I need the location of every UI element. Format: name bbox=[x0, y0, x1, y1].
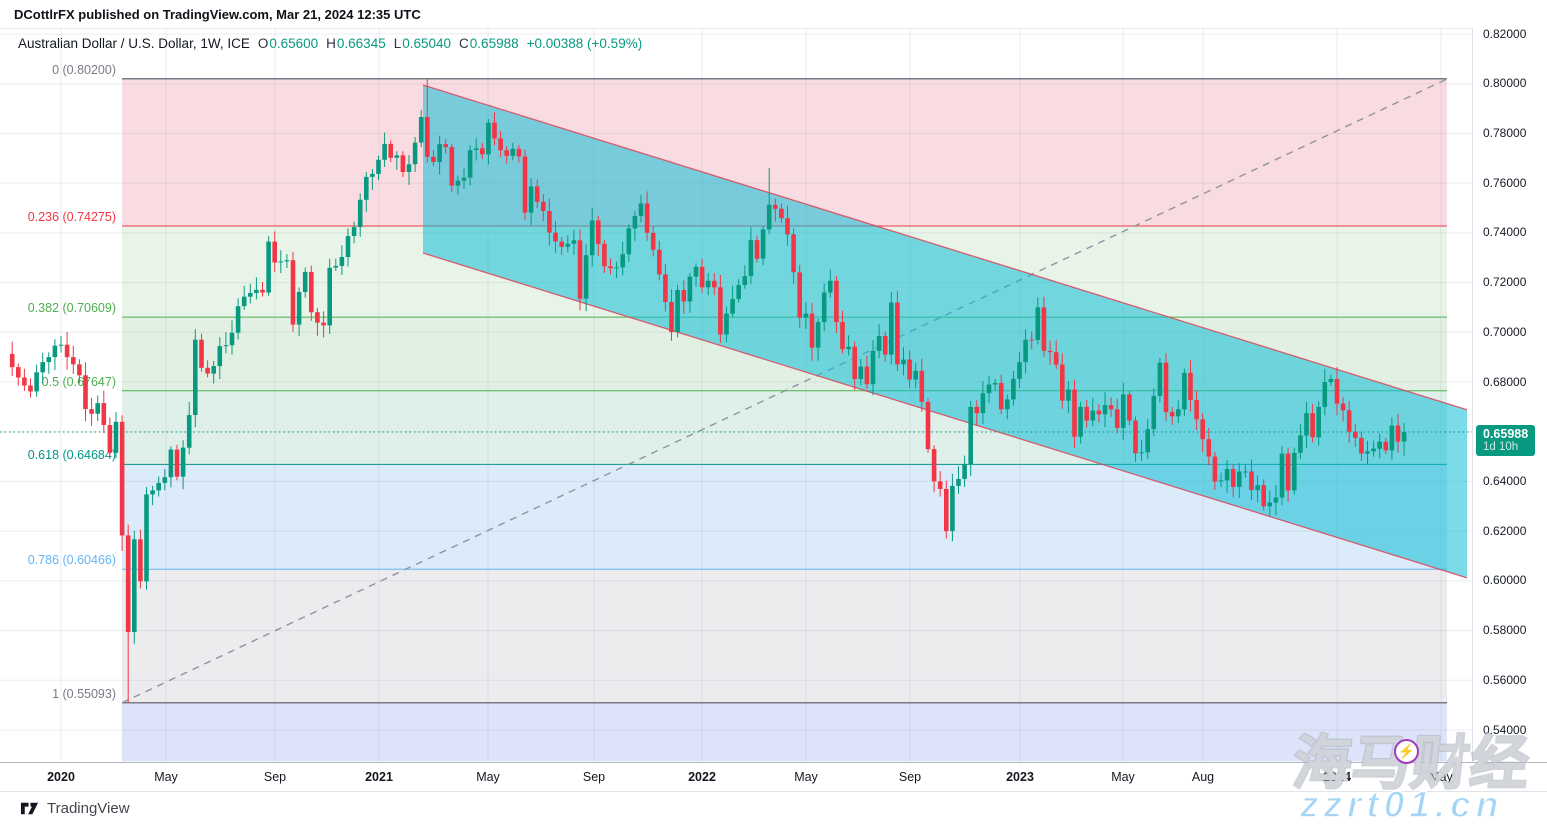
ohlc-low: L 0.65040 bbox=[394, 36, 451, 51]
price-axis-label: 0.68000 bbox=[1483, 374, 1527, 389]
ohlc-high: H 0.66345 bbox=[326, 36, 386, 51]
fib-level-label: 0.236 (0.74275) bbox=[27, 210, 116, 225]
price-axis-label: 0.82000 bbox=[1483, 26, 1527, 41]
time-axis[interactable]: 2020 May Sep 2021 May Sep 2022 May Sep 2023 May Aug… bbox=[0, 762, 1547, 792]
ohlc-close-value: 0.65988 bbox=[469, 36, 519, 51]
change-value: +0.00388 (+0.59%) bbox=[526, 36, 643, 51]
time-axis-label: May bbox=[1111, 770, 1135, 784]
ohlc-open-letter: O bbox=[257, 36, 269, 51]
price-axis-label: 0.80000 bbox=[1483, 76, 1527, 91]
watermark-site-url: zzrt01.cn bbox=[1299, 783, 1504, 826]
footer-bar: TradingView bbox=[0, 791, 1547, 826]
price-axis-label: 0.70000 bbox=[1483, 324, 1527, 339]
ohlc-open-value: 0.65600 bbox=[269, 36, 319, 51]
current-price-badge: 0.65988 1d 10h bbox=[1476, 425, 1535, 456]
ohlc-open: O 0.65600 bbox=[258, 36, 318, 51]
price-axis-label: 0.62000 bbox=[1483, 523, 1527, 538]
price-axis-label: 0.56000 bbox=[1483, 672, 1527, 687]
price-axis[interactable]: 0.65988 1d 10h 0.82000 0.80000 0.78000 0.76… bbox=[1472, 26, 1547, 762]
time-axis-label: May bbox=[794, 770, 818, 784]
tradingview-logo-link[interactable]: TradingView bbox=[20, 799, 130, 818]
ohlc-low-value: 0.65040 bbox=[402, 36, 452, 51]
ohlc-close-letter: C bbox=[459, 36, 469, 51]
publish-line: DCottlrFX published on TradingView.com, … bbox=[14, 7, 421, 22]
fib-level-label: 0 (0.80200) bbox=[52, 62, 116, 77]
time-axis-label: Sep bbox=[263, 770, 287, 784]
time-axis-label: Aug bbox=[1191, 770, 1215, 784]
fib-level-label: 0.5 (0.67647) bbox=[41, 374, 116, 389]
time-axis-label: May bbox=[1429, 770, 1453, 784]
price-axis-label: 0.78000 bbox=[1483, 125, 1527, 140]
price-axis-label: 0.76000 bbox=[1483, 175, 1527, 190]
symbol-header: Australian Dollar / U.S. Dollar, 1W, ICE… bbox=[18, 36, 642, 51]
fib-labels-layer: 0 (0.80200) 0.236 (0.74275) 0.382 (0.70609… bbox=[0, 28, 1472, 762]
ohlc-high-letter: H bbox=[326, 36, 336, 51]
current-price-value: 0.65988 bbox=[1483, 427, 1529, 441]
tradingview-logo-icon bbox=[20, 802, 39, 815]
time-axis-label: Sep bbox=[898, 770, 922, 784]
ohlc-low-letter: L bbox=[393, 36, 402, 51]
price-axis-label: 0.54000 bbox=[1483, 722, 1527, 737]
publish-bar: DCottlrFX published on TradingView.com, … bbox=[0, 0, 1547, 29]
tradingview-logo-text: TradingView bbox=[47, 800, 130, 817]
fib-level-label: 0.382 (0.70609) bbox=[27, 301, 116, 316]
chart-canvas[interactable] bbox=[0, 28, 1472, 762]
time-axis-label: 2020 bbox=[47, 770, 75, 784]
ohlc-high-value: 0.66345 bbox=[336, 36, 386, 51]
bar-countdown: 1d 10h bbox=[1483, 441, 1519, 453]
time-axis-label: 2021 bbox=[365, 770, 393, 784]
time-axis-label: 2024 bbox=[1323, 770, 1351, 784]
price-axis-label: 0.72000 bbox=[1483, 275, 1527, 290]
ohlc-close: C 0.65988 bbox=[459, 36, 519, 51]
time-axis-label: May bbox=[476, 770, 500, 784]
price-axis-label: 0.64000 bbox=[1483, 473, 1527, 488]
price-axis-label: 0.58000 bbox=[1483, 623, 1527, 638]
time-axis-label: May bbox=[154, 770, 178, 784]
time-axis-label: 2023 bbox=[1006, 770, 1034, 784]
symbol-title[interactable]: Australian Dollar / U.S. Dollar, 1W, ICE bbox=[18, 36, 250, 51]
time-axis-label: Sep bbox=[582, 770, 606, 784]
price-axis-label: 0.74000 bbox=[1483, 225, 1527, 240]
fib-level-label: 0.618 (0.64684) bbox=[27, 448, 116, 463]
lightning-icon: ⚡ bbox=[1394, 739, 1419, 764]
fib-level-label: 1 (0.55093) bbox=[52, 686, 116, 701]
price-axis-label: 0.60000 bbox=[1483, 573, 1527, 588]
lightning-glyph: ⚡ bbox=[1397, 743, 1416, 759]
fib-level-label: 0.786 (0.60466) bbox=[27, 553, 116, 568]
time-axis-label: 2022 bbox=[688, 770, 716, 784]
